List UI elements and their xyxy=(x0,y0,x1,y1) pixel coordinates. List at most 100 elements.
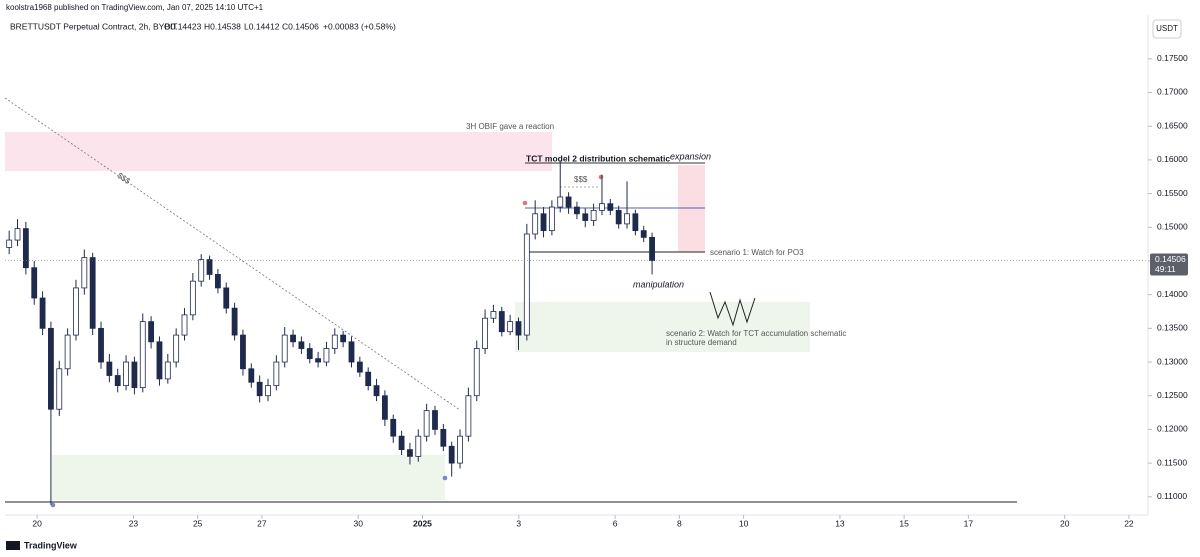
y-tick-label: 0.12000 xyxy=(1157,424,1188,434)
candle-body xyxy=(22,228,29,269)
candle-body xyxy=(181,314,188,336)
y-tick-label: 0.14000 xyxy=(1157,289,1188,299)
y-tick-label: 0.17000 xyxy=(1157,87,1188,97)
legend-high: H0.14538 xyxy=(204,21,241,31)
demand-zone xyxy=(515,302,810,352)
candle-body xyxy=(189,280,196,316)
candle-body xyxy=(248,368,255,383)
candle-body xyxy=(14,228,21,241)
annotation: scenario 1: Watch for PO3 xyxy=(710,248,804,257)
y-tick-label: 0.17500 xyxy=(1157,53,1188,63)
x-tick-label: 17 xyxy=(964,518,974,528)
peak-dot xyxy=(522,200,528,206)
candle-body xyxy=(423,410,430,437)
candle-body xyxy=(31,267,38,299)
x-tick-label: 25 xyxy=(193,518,203,528)
candle-body xyxy=(473,348,480,397)
candle-body xyxy=(557,196,564,208)
x-tick-label: 3 xyxy=(516,518,521,528)
candle-body xyxy=(81,257,88,289)
candle-body xyxy=(215,274,221,289)
last-price: 0.14506 xyxy=(1155,254,1186,264)
candle-body xyxy=(265,385,271,397)
brand: TradingView xyxy=(24,540,78,550)
annotation: expansion xyxy=(670,151,711,161)
x-tick-label: 30 xyxy=(354,518,364,528)
candle-body xyxy=(89,257,96,329)
low-dot xyxy=(442,475,448,481)
candle-body xyxy=(632,213,639,232)
y-tick-label: 0.16500 xyxy=(1157,120,1188,130)
candle-body xyxy=(331,334,338,349)
candle-body xyxy=(6,239,13,248)
annotation: $$$ xyxy=(116,171,133,186)
candle-body xyxy=(323,348,330,363)
candle-body xyxy=(198,259,205,282)
demand-zone xyxy=(52,455,445,500)
y-tick-label: 0.15500 xyxy=(1157,188,1188,198)
low-dot xyxy=(50,502,56,508)
candle-body xyxy=(123,361,129,387)
candle-body xyxy=(114,375,121,387)
candle-body xyxy=(73,287,79,336)
candle-body xyxy=(448,445,455,464)
candle-body xyxy=(231,307,238,336)
x-tick-label: 6 xyxy=(613,518,618,528)
y-tick-label: 0.16000 xyxy=(1157,154,1188,164)
candle-body xyxy=(340,334,347,343)
candle-body xyxy=(281,334,288,363)
candle-body xyxy=(56,368,63,410)
annotation: TCT model 2 distribution schematic xyxy=(526,153,670,163)
candle-body xyxy=(348,341,355,363)
candle-body xyxy=(98,327,104,363)
symbol: BRETTUSDT Perpetual Contract, 2h, BYBIT xyxy=(10,21,178,31)
annotation: in structure demand xyxy=(666,338,737,347)
candle-body xyxy=(390,418,397,437)
candle-body xyxy=(315,358,322,363)
supply-zone xyxy=(5,132,552,171)
y-tick-label: 0.12500 xyxy=(1157,390,1188,400)
peak-dot xyxy=(598,174,604,180)
candle-body xyxy=(599,203,605,211)
countdown: 49:11 xyxy=(1155,264,1176,274)
candle-body xyxy=(548,206,555,232)
x-tick-label: 20 xyxy=(1060,518,1070,528)
y-tick-label: 0.13500 xyxy=(1157,323,1188,333)
candle-body xyxy=(273,361,280,387)
candle-body xyxy=(582,213,589,221)
y-tick-label: 0.15000 xyxy=(1157,222,1188,232)
candle-body xyxy=(131,361,138,389)
x-tick-label: 23 xyxy=(129,518,139,528)
currency: USDT xyxy=(1156,24,1178,33)
candle-body xyxy=(482,317,488,349)
candle-body xyxy=(574,206,580,215)
x-tick-label: 27 xyxy=(257,518,267,528)
currency-box[interactable] xyxy=(1152,19,1182,39)
candle-body xyxy=(607,203,614,211)
candle-body xyxy=(290,334,296,343)
candle-body xyxy=(407,449,413,457)
x-tick-label: 20 xyxy=(32,518,42,528)
candle-body xyxy=(365,371,372,387)
candle-body xyxy=(306,348,313,360)
candle-body xyxy=(565,196,572,208)
candle-body xyxy=(507,321,514,333)
y-tick-label: 0.13000 xyxy=(1157,356,1188,366)
candle-body xyxy=(515,321,522,336)
candle-body xyxy=(640,230,647,238)
candle-body xyxy=(164,361,171,380)
candle-body xyxy=(498,311,505,333)
candle-body xyxy=(156,341,163,380)
y-tick-label: 0.11500 xyxy=(1157,457,1187,467)
legend-close: C0.14506 xyxy=(282,21,319,31)
candle-body xyxy=(465,395,472,437)
candle-body xyxy=(206,259,213,275)
candle-body xyxy=(523,233,530,336)
last-price-box xyxy=(1150,253,1188,276)
candle-body xyxy=(432,410,438,430)
y-tick-label: 0.11000 xyxy=(1157,491,1187,501)
legend-change: +0.00083 (+0.58%) xyxy=(323,21,396,31)
candle-body xyxy=(356,361,363,373)
